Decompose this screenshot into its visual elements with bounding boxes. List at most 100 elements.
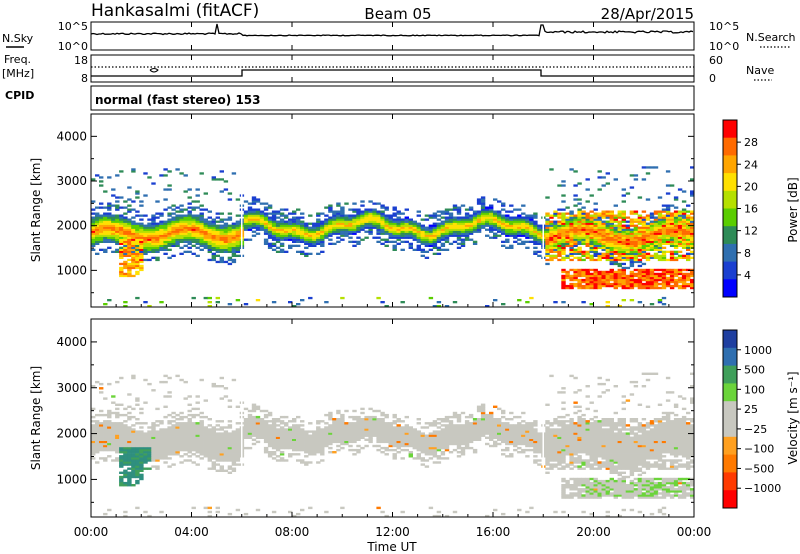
power-cell (300, 232, 305, 235)
velocity-cell (340, 422, 345, 425)
power-cell (288, 238, 293, 241)
power-cell (103, 218, 108, 221)
velocity-cell (219, 444, 224, 448)
power-cell (187, 242, 192, 245)
power-cell (609, 210, 614, 213)
power-cell (545, 230, 550, 233)
power-cell (412, 232, 417, 235)
power-cell (316, 234, 321, 237)
power-cell (376, 240, 381, 243)
velocity-cell (223, 446, 229, 450)
velocity-cell (119, 448, 124, 452)
power-cell (243, 214, 249, 217)
velocity-cell (167, 453, 172, 456)
power-cell (424, 256, 430, 259)
velocity-cell (384, 430, 389, 433)
power-cell (645, 272, 651, 276)
velocity-cell (501, 432, 506, 435)
power-cell (489, 212, 494, 215)
date-title: 28/Apr/2015 (601, 5, 694, 23)
power-cell (99, 236, 104, 239)
power-cell (485, 214, 490, 217)
velocity-cell (163, 374, 168, 378)
power-cell (605, 276, 610, 280)
power-cell (585, 214, 590, 217)
power-cell (617, 280, 622, 284)
velocity-cell (392, 453, 397, 456)
power-cell (621, 270, 626, 274)
velocity-cell (468, 434, 474, 437)
power-cell (227, 232, 233, 235)
velocity-cell (460, 428, 466, 431)
velocity-cell (247, 432, 253, 435)
power-cell (476, 212, 482, 215)
power-cell (211, 224, 216, 227)
power-cell (91, 244, 96, 247)
power-cell (119, 230, 124, 233)
power-cell (135, 254, 140, 257)
power-cell (657, 220, 663, 223)
power-cell (227, 230, 233, 233)
power-cell (432, 216, 438, 219)
power-cell (255, 226, 261, 229)
velocity-cell (251, 430, 257, 433)
velocity-cell (279, 420, 285, 423)
power-cell (690, 234, 694, 237)
power-cell (561, 212, 566, 215)
velocity-cell (123, 428, 128, 431)
power-cell (139, 246, 144, 249)
power-cell (251, 218, 257, 221)
power-cell (657, 226, 663, 229)
power-cell (279, 208, 285, 211)
power-cell (408, 230, 413, 233)
velocity-cell (143, 438, 148, 441)
power-cell (199, 248, 204, 251)
velocity-cell (267, 411, 273, 415)
velocity-cell (376, 430, 381, 433)
power-cell (320, 240, 325, 243)
power-cell (629, 222, 635, 225)
velocity-cell (199, 428, 204, 431)
velocity-cell (183, 444, 188, 448)
velocity-cell (308, 440, 313, 444)
velocity-cell (219, 385, 224, 388)
power-cell (368, 220, 373, 223)
velocity-cell (203, 428, 208, 431)
power-cell (223, 236, 229, 239)
velocity-cell (404, 430, 409, 433)
velocity-cell (412, 430, 417, 433)
power-cell (155, 236, 160, 239)
power-cell (91, 200, 96, 203)
power-cell (657, 250, 663, 253)
power-cell (517, 299, 522, 302)
power-cell (645, 222, 651, 225)
power-cell (127, 252, 132, 255)
velocity-cell (207, 451, 212, 454)
power-cell (243, 224, 249, 227)
velocity-cell (155, 432, 160, 435)
power-cell (332, 226, 337, 229)
power-cell (304, 242, 309, 245)
power-cell (187, 212, 192, 215)
velocity-cell (476, 418, 482, 421)
power-colorbar-segment (723, 120, 737, 139)
power-cell (661, 226, 667, 229)
power-cell (569, 234, 574, 237)
power-cell (255, 214, 261, 217)
power-cell (115, 208, 120, 211)
velocity-cell (135, 434, 140, 437)
velocity-cell (440, 436, 446, 439)
power-cell (493, 220, 498, 223)
velocity-cell (444, 415, 450, 419)
power-cell (686, 222, 691, 225)
power-cell (384, 224, 389, 227)
velocity-cell (332, 451, 337, 454)
power-cell (91, 220, 96, 223)
power-cell (637, 276, 643, 280)
power-cell (432, 224, 438, 227)
power-cell (199, 244, 204, 247)
power-cell (464, 234, 470, 237)
power-cell (360, 226, 365, 229)
power-cell (288, 234, 293, 237)
velocity-cell (255, 418, 261, 421)
